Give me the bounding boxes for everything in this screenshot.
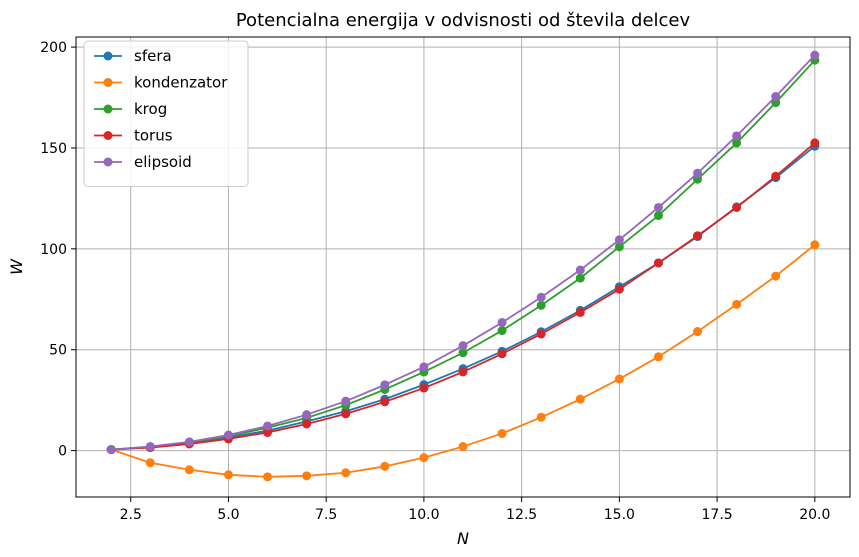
legend-swatch-marker [103, 104, 113, 114]
legend: sfera kondenzator krog torus elipsoid [83, 40, 249, 187]
data-point [614, 235, 624, 245]
data-point [184, 437, 194, 447]
legend-label: krog [134, 100, 167, 118]
x-tick-label: 2.5 [120, 507, 142, 523]
data-point [653, 211, 663, 221]
legend-swatch-marker [103, 157, 113, 167]
data-point [653, 352, 663, 362]
x-axis-label: N [457, 529, 469, 548]
data-point [497, 428, 507, 438]
data-point [653, 202, 663, 212]
data-point [341, 468, 351, 478]
legend-swatch-marker [103, 51, 113, 61]
y-axis-label: W [7, 258, 26, 275]
legend-item-elipsoid: elipsoid [94, 153, 192, 171]
data-point [810, 138, 820, 148]
legend-label: sfera [134, 47, 172, 65]
x-tick-label: 20.0 [799, 507, 830, 523]
y-tick-label: 200 [40, 40, 67, 56]
legend-item-kondenzator: kondenzator [94, 74, 228, 92]
chart-title: Potencialna energija v odvisnosti od šte… [236, 10, 691, 31]
data-point [497, 349, 507, 359]
axis-ticks: 2.5 5.0 7.5 10.0 12.5 15.0 17.5 20.0 0 50 100 150 20… [40, 40, 830, 523]
data-point [380, 397, 390, 407]
legend-label: torus [134, 127, 173, 145]
data-point [145, 442, 155, 452]
data-point [145, 458, 155, 468]
data-point [223, 470, 233, 480]
data-point [458, 367, 468, 377]
data-point [614, 374, 624, 384]
data-point [771, 271, 781, 281]
data-point [732, 299, 742, 309]
data-point [341, 396, 351, 406]
data-point [419, 453, 429, 463]
x-tick-label: 5.0 [217, 507, 239, 523]
x-tick-label: 7.5 [315, 507, 337, 523]
legend-item-krog: krog [94, 100, 167, 118]
data-point [223, 430, 233, 440]
data-point [653, 258, 663, 268]
data-point [575, 265, 585, 275]
data-point [380, 461, 390, 471]
data-point [184, 465, 194, 475]
data-point [302, 471, 312, 481]
data-point [732, 202, 742, 212]
data-point [458, 442, 468, 452]
data-point [536, 300, 546, 310]
data-point [810, 50, 820, 60]
data-point [614, 242, 624, 252]
data-point [497, 317, 507, 327]
data-point [380, 380, 390, 390]
y-tick-label: 100 [40, 242, 67, 258]
y-tick-label: 50 [49, 343, 67, 359]
x-tick-label: 12.5 [506, 507, 537, 523]
data-point [810, 240, 820, 250]
data-point [302, 410, 312, 420]
data-point [732, 138, 742, 148]
data-point [458, 348, 468, 358]
data-point [458, 341, 468, 351]
y-tick-label: 0 [58, 444, 67, 460]
data-point [771, 171, 781, 181]
data-point [693, 231, 703, 241]
data-point [302, 419, 312, 429]
x-tick-label: 10.0 [408, 507, 439, 523]
data-point [536, 292, 546, 302]
series-elipsoid [106, 50, 820, 455]
data-point [536, 412, 546, 422]
data-point [771, 92, 781, 102]
legend-label: elipsoid [134, 153, 192, 171]
data-point [614, 284, 624, 294]
legend-box [83, 40, 249, 187]
legend-item-torus: torus [94, 127, 173, 145]
data-point [263, 472, 273, 482]
y-tick-label: 150 [40, 141, 67, 157]
data-point [263, 421, 273, 431]
data-point [263, 427, 273, 437]
data-point [341, 409, 351, 419]
legend-item-sfera: sfera [94, 47, 172, 65]
data-point [536, 329, 546, 339]
data-point [575, 273, 585, 283]
x-tick-label: 15.0 [604, 507, 635, 523]
plot-frame [75, 36, 851, 498]
data-point [575, 394, 585, 404]
data-point [732, 131, 742, 141]
plot-series [106, 50, 820, 482]
data-point [419, 362, 429, 372]
legend-label: kondenzator [134, 74, 228, 92]
data-point [575, 307, 585, 317]
x-tick-label: 17.5 [702, 507, 733, 523]
legend-swatch-marker [103, 131, 113, 140]
data-point [497, 326, 507, 336]
data-point [106, 445, 116, 455]
legend-swatch-marker [103, 78, 113, 87]
data-point [419, 383, 429, 393]
data-point [693, 168, 703, 178]
data-point [693, 327, 703, 337]
